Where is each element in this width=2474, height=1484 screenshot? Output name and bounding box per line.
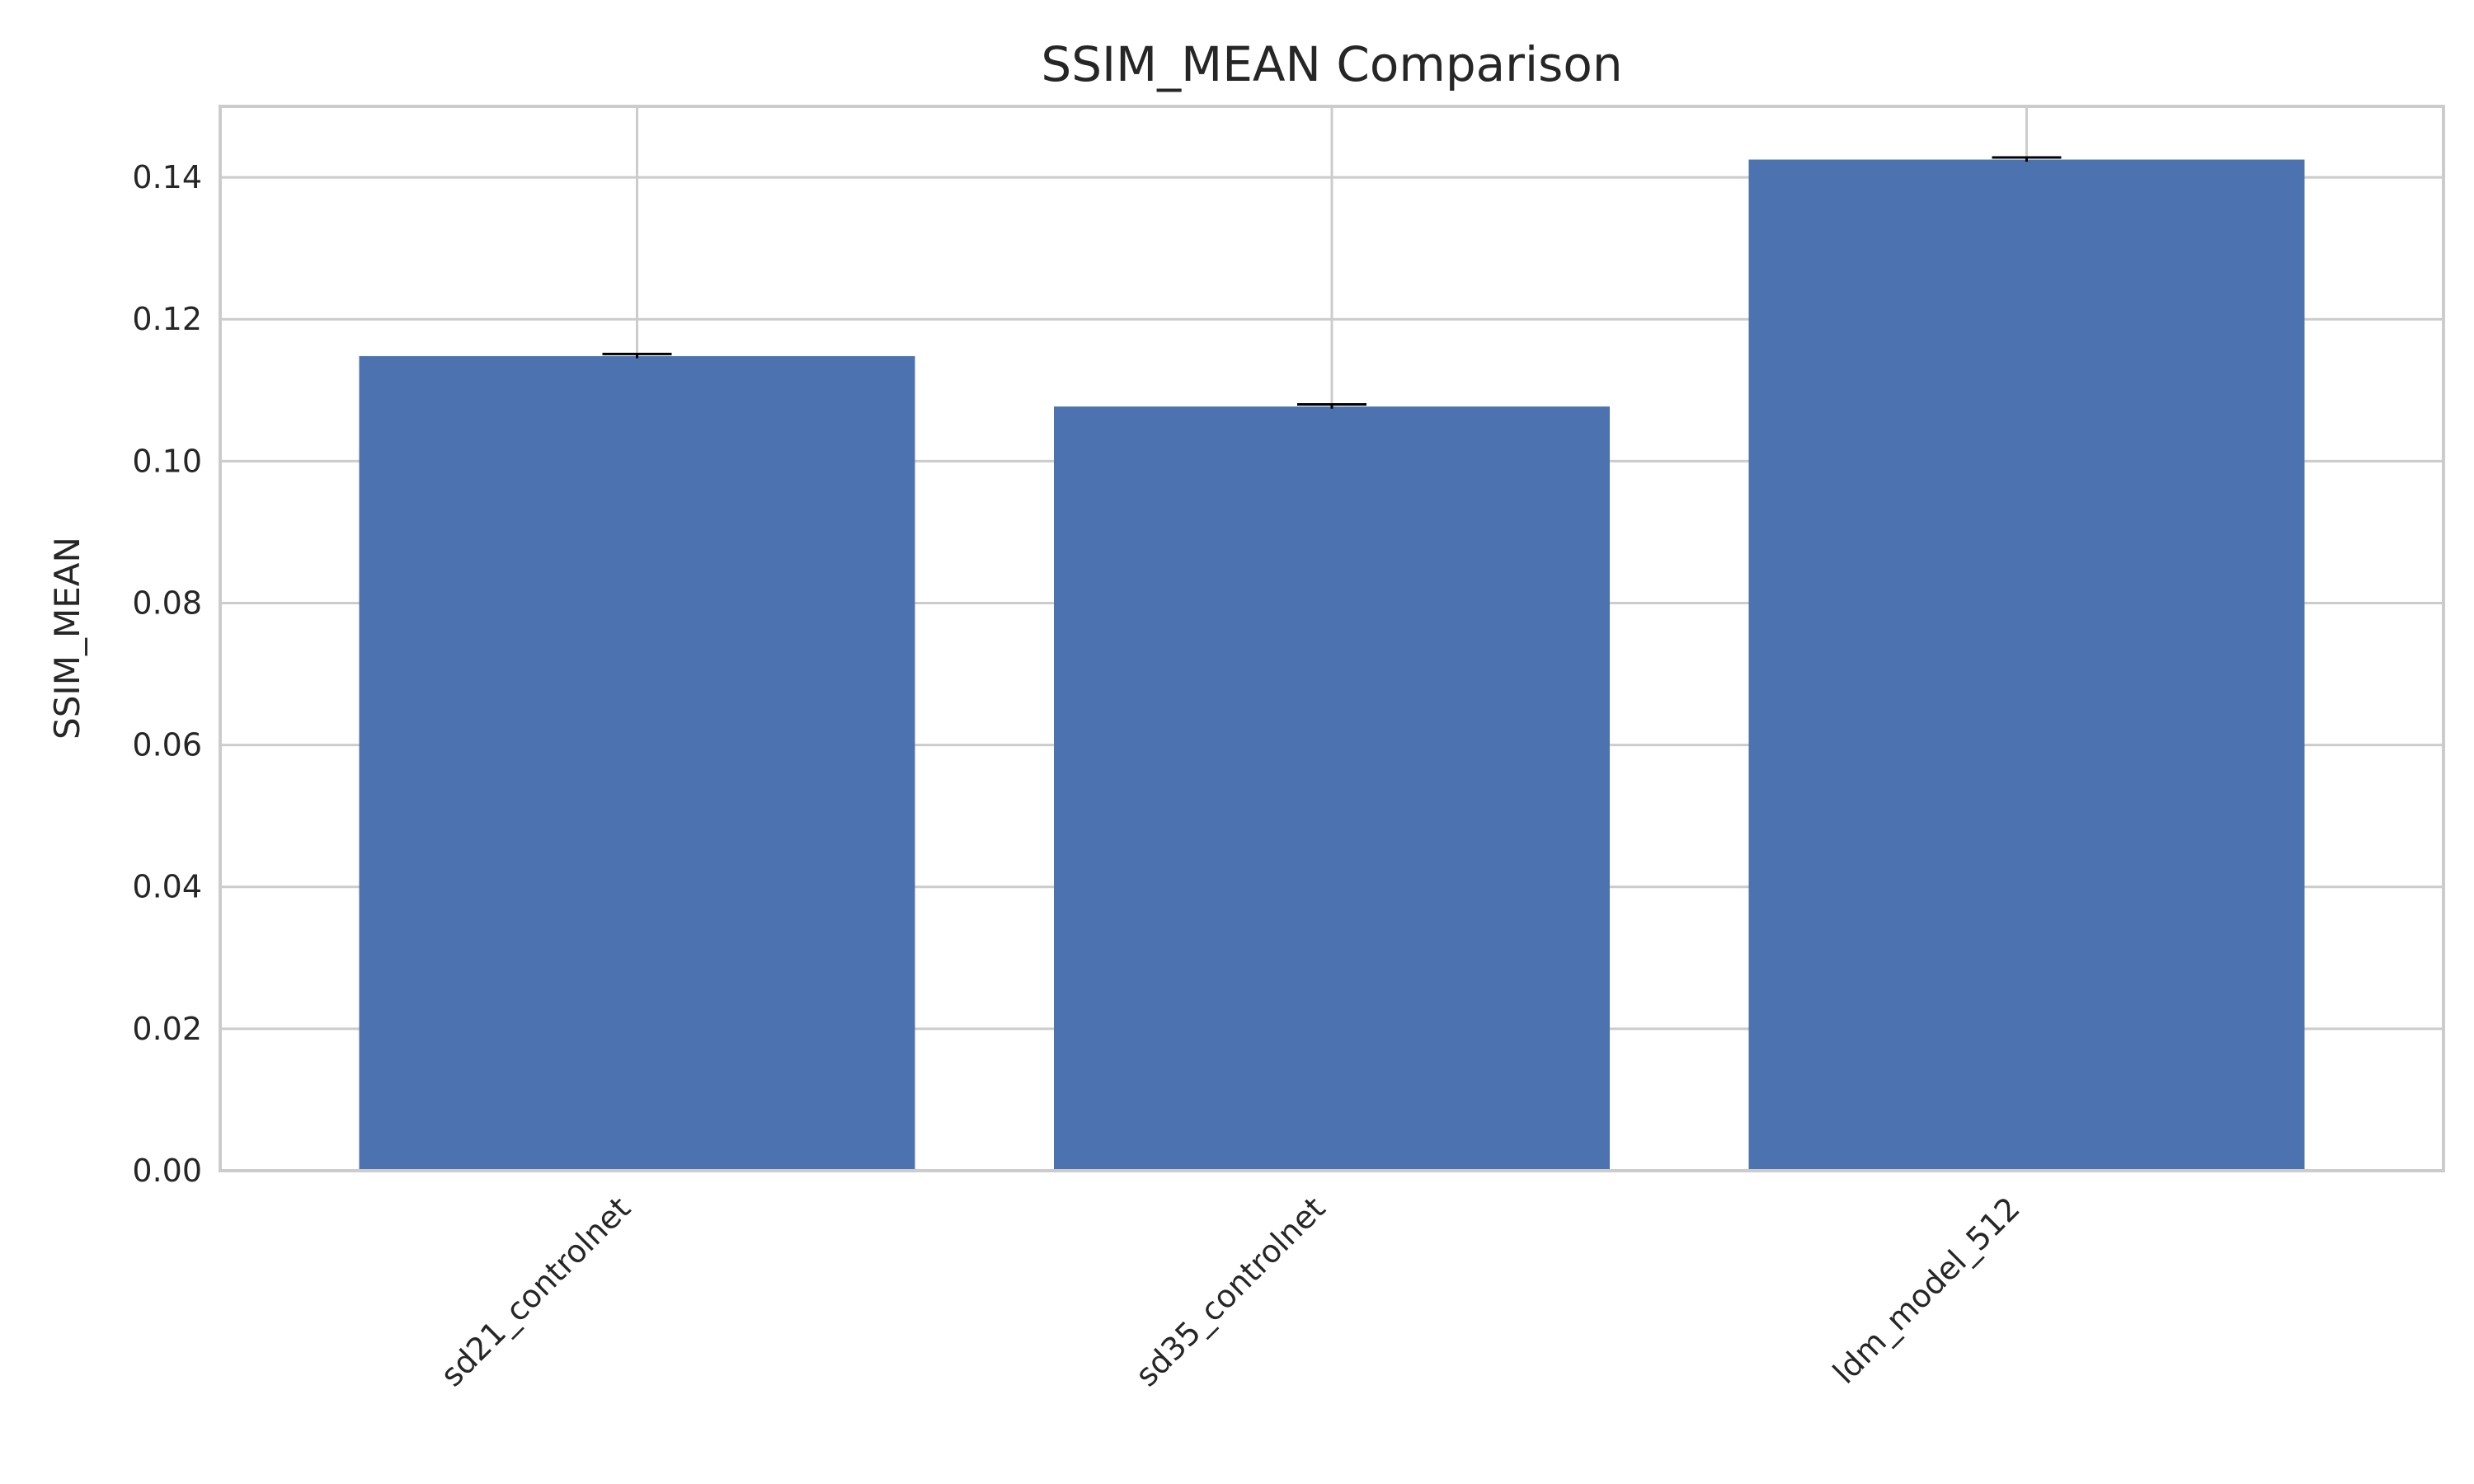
y-tick-label: 0.10: [132, 443, 202, 479]
y-tick-label: 0.00: [132, 1153, 202, 1189]
y-tick-label: 0.14: [132, 159, 202, 195]
bar-sd21_controlnet: [359, 355, 915, 1171]
x-tick-labels: sd21_controlnet sd35_controlnet ldm_model_…: [434, 1190, 2027, 1393]
chart-title: SSIM_MEAN Comparison: [1041, 36, 1622, 92]
y-tick-labels: 0.00 0.02 0.04 0.06 0.08 0.10 0.12 0.14: [132, 159, 202, 1189]
y-tick-label: 0.02: [132, 1011, 202, 1047]
x-tick-label: sd35_controlnet: [1128, 1190, 1332, 1393]
bar-sd35_controlnet: [1054, 406, 1610, 1171]
bar-ldm_model_512: [1748, 159, 2305, 1171]
y-tick-label: 0.08: [132, 585, 202, 621]
y-tick-label: 0.12: [132, 301, 202, 337]
y-axis-label: SSIM_MEAN: [47, 537, 87, 740]
errorbar-layer: [602, 156, 2062, 409]
y-tick-label: 0.06: [132, 727, 202, 763]
bar-layer: [359, 159, 2305, 1171]
plot-frame: [219, 105, 2445, 1172]
x-tick-label: sd21_controlnet: [434, 1190, 637, 1393]
x-tick-label: ldm_model_512: [1826, 1190, 2027, 1391]
y-tick-label: 0.04: [132, 869, 202, 905]
